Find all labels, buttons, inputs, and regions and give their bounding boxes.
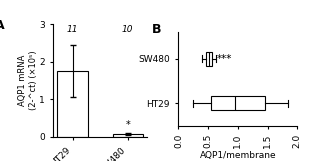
Y-axis label: AQP1 mRNA
(2-^ct) (×10⁵): AQP1 mRNA (2-^ct) (×10⁵) [18,51,38,110]
Bar [58,71,88,137]
PathPatch shape [206,52,212,66]
Text: 11: 11 [67,25,78,34]
Bar [113,134,143,137]
Text: A: A [0,19,5,32]
Text: *: * [125,120,130,130]
Text: B: B [152,23,162,36]
Text: ***: *** [217,54,233,64]
X-axis label: AQP1/membrane: AQP1/membrane [200,151,276,160]
PathPatch shape [211,96,264,110]
Text: 10: 10 [122,25,133,34]
